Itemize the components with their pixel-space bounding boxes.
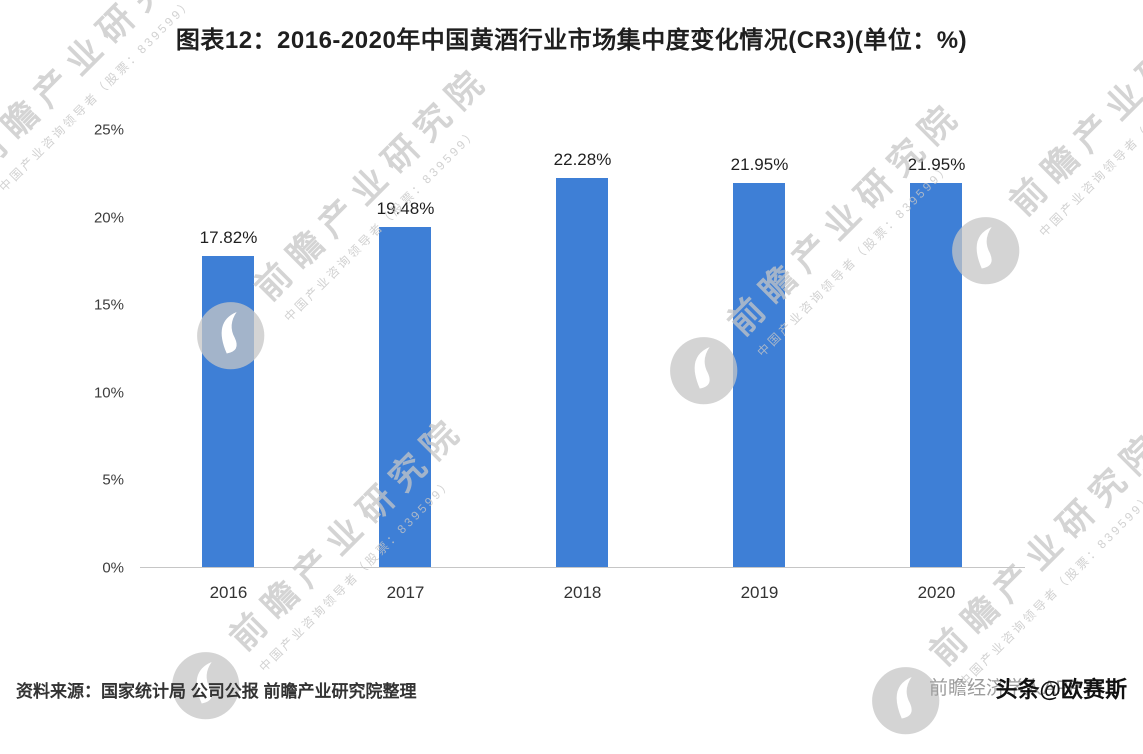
plot-area: 17.82% 2016 19.48% 2017 22.28% 2018 21.95% 2019…: [140, 130, 1025, 603]
y-tick-label: 25%: [93, 121, 124, 139]
bar-column: 17.82% 2016: [199, 130, 258, 602]
x-tick-label: 2017: [386, 583, 425, 602]
y-tick-label: 0%: [102, 559, 124, 577]
bar-value-label: 19.48%: [376, 198, 435, 218]
bar-value-label: 17.82%: [199, 227, 258, 247]
y-tick-label: 15%: [93, 296, 124, 314]
y-tick-label: 5%: [102, 471, 124, 489]
app-watermark-text: 前瞻经济学人APP: [928, 678, 1081, 699]
y-tick-label: 20%: [93, 209, 124, 227]
bar-value-label: 22.28%: [553, 149, 612, 169]
bar-column: 21.95% 2019: [730, 130, 789, 602]
bar: [556, 177, 609, 567]
y-tick-label: 10%: [93, 384, 124, 402]
qianzhan-logo-icon: [856, 651, 955, 750]
bar-value-label: 21.95%: [730, 155, 789, 175]
bar: [733, 183, 786, 567]
x-tick-label: 2018: [563, 583, 602, 602]
bar-value-label: 21.95%: [907, 155, 966, 175]
bar: [379, 226, 432, 567]
bar-chart: 17.82% 2016 19.48% 2017 22.28% 2018 21.95% 2019…: [94, 122, 1025, 603]
x-tick-label: 2019: [740, 583, 779, 602]
bar-column: 19.48% 2017: [376, 130, 435, 603]
x-tick-label: 2020: [917, 583, 956, 602]
source-note: 资料来源：国家统计局 公司公报 前瞻产业研究院整理: [16, 682, 417, 701]
bar: [202, 255, 255, 567]
bar-column: 21.95% 2020: [907, 130, 966, 602]
bar-column: 22.28% 2018: [553, 130, 612, 602]
bar: [910, 183, 963, 567]
chart-title: 图表12：2016-2020年中国黄酒行业市场集中度变化情况(CR3)(单位：%…: [175, 27, 968, 54]
x-tick-label: 2016: [209, 583, 248, 602]
attribution-text: 头条@欧赛斯: [995, 677, 1127, 702]
